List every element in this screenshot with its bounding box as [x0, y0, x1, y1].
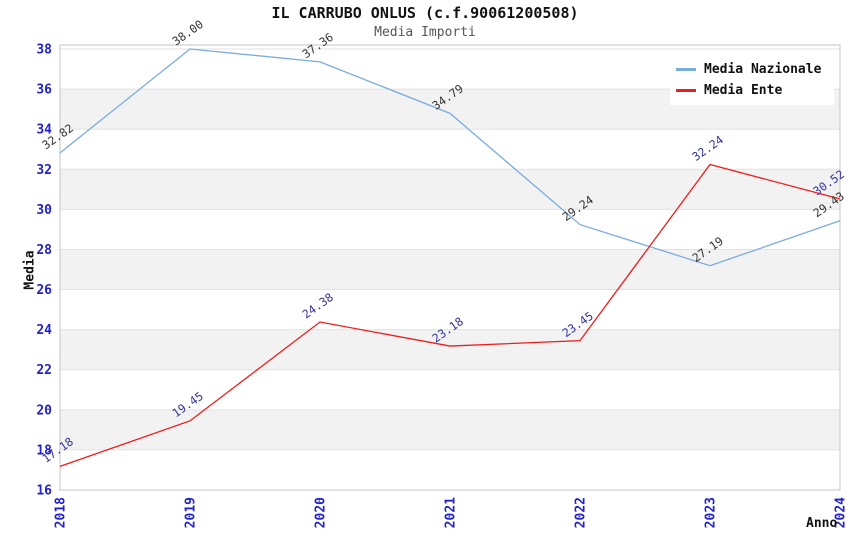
x-tick-label: 2021	[444, 497, 459, 528]
x-tick-label: 2022	[574, 497, 589, 528]
plot-band	[60, 409, 840, 450]
series-line-ente	[59, 163, 841, 467]
legend: Media Nazionale Media Ente	[670, 55, 834, 105]
y-tick-label: 20	[36, 403, 52, 418]
legend-swatch-ente-icon	[676, 89, 696, 92]
y-tick-label: 16	[36, 484, 52, 499]
data-label: 32.24	[690, 132, 726, 163]
data-label: 37.36	[300, 30, 336, 61]
legend-label-nazionale: Media Nazionale	[704, 62, 822, 77]
x-tick-label: 2020	[314, 497, 329, 528]
x-axis-title: Anno	[806, 516, 838, 531]
y-tick-label: 18	[36, 443, 52, 458]
y-tick-label: 26	[36, 283, 52, 298]
plot-band	[60, 169, 840, 210]
y-tick-label: 36	[36, 83, 52, 98]
y-tick-label: 24	[36, 323, 52, 338]
y-tick-label: 28	[36, 243, 52, 258]
y-tick-label: 32	[36, 163, 52, 178]
legend-item-media-ente: Media Ente	[676, 80, 828, 101]
chart-title: IL CARRUBO ONLUS (c.f.90061200508)	[271, 4, 579, 22]
data-label: 24.38	[300, 290, 336, 321]
y-tick-label: 34	[36, 123, 52, 138]
legend-label-ente: Media Ente	[704, 83, 783, 98]
y-tick-label: 22	[36, 363, 52, 378]
x-tick-label: 2023	[704, 497, 719, 528]
legend-swatch-nazionale-icon	[676, 68, 696, 71]
plot-border	[59, 44, 841, 491]
x-tick-label: 2024	[834, 497, 849, 528]
y-tick-label: 30	[36, 203, 52, 218]
x-tick-label: 2018	[54, 497, 69, 528]
y-axis-title: Media	[22, 250, 38, 290]
y-tick-label: 38	[36, 43, 52, 58]
plot-band	[60, 329, 840, 370]
data-label: 38.00	[170, 17, 206, 48]
legend-item-media-nazionale: Media Nazionale	[676, 59, 828, 80]
series-line-nazionale	[59, 48, 841, 267]
chart-subtitle: Media Importi	[374, 25, 476, 40]
x-tick-label: 2019	[184, 497, 199, 528]
plot-band	[60, 249, 840, 290]
